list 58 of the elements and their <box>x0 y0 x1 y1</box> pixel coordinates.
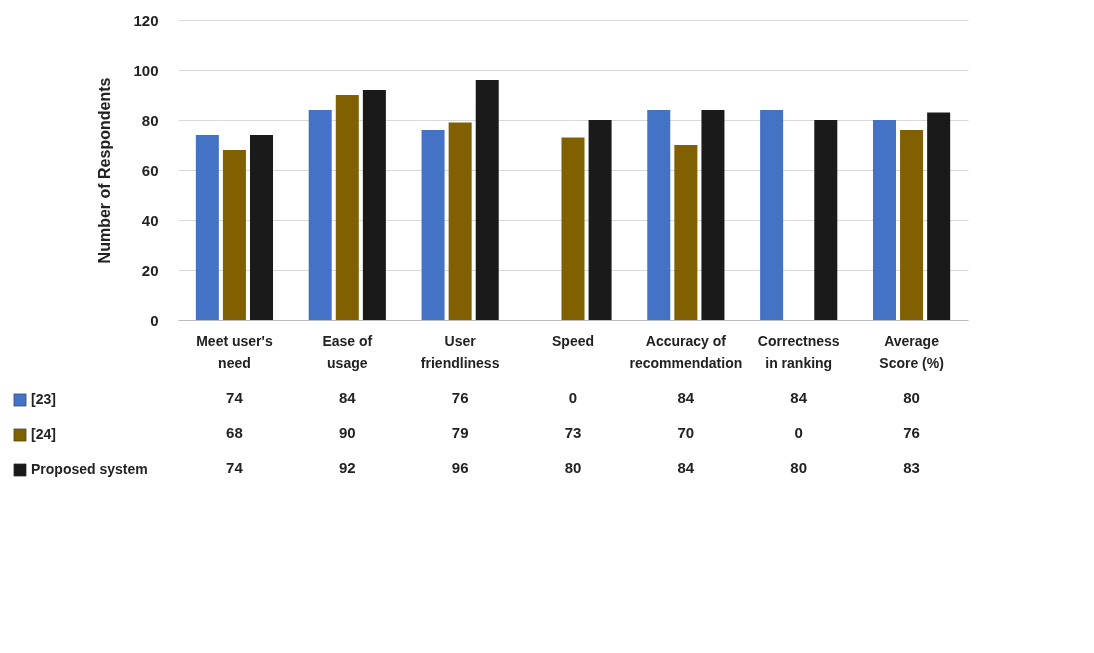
x-tick-label: Ease of usage <box>322 332 373 371</box>
legend-label: [23] <box>31 391 56 407</box>
bar <box>927 112 951 320</box>
bar <box>475 80 499 320</box>
bar <box>647 110 671 320</box>
data-label: 79 <box>451 423 469 441</box>
x-tick-label: Meet user's need <box>196 332 273 371</box>
data-label: 84 <box>677 388 695 406</box>
data-label: 92 <box>338 458 356 476</box>
data-label: 74 <box>226 388 244 406</box>
bar <box>448 122 472 320</box>
y-tick-label: 0 <box>150 311 159 329</box>
bar <box>701 110 725 320</box>
bar <box>222 150 246 320</box>
legend-label: [24] <box>31 426 56 442</box>
data-label: 0 <box>794 423 803 441</box>
bar <box>674 145 698 320</box>
y-tick-label: 100 <box>133 61 159 79</box>
x-tick-label: User friendliness <box>420 332 500 371</box>
data-label: 83 <box>903 458 920 476</box>
bar <box>588 120 612 320</box>
x-tick-label: Speed <box>551 332 595 349</box>
x-tick-label: Average Score (%) <box>879 332 944 371</box>
data-label: 68 <box>226 423 243 441</box>
data-label: 76 <box>451 388 469 406</box>
data-label: 96 <box>451 458 469 476</box>
data-label: 80 <box>564 458 582 476</box>
bar <box>421 130 445 320</box>
data-label: 74 <box>226 458 244 476</box>
y-tick-label: 40 <box>141 211 159 229</box>
bar <box>250 135 274 320</box>
data-label: 84 <box>677 458 695 476</box>
y-axis-title: Number of Respondents <box>96 77 114 264</box>
legend-label: Proposed system <box>31 461 148 477</box>
bar <box>561 137 585 320</box>
y-tick-label: 60 <box>141 161 159 179</box>
data-label: 70 <box>677 423 695 441</box>
x-tick-label: Correctness in ranking <box>757 332 840 371</box>
data-label: 90 <box>338 423 356 441</box>
bar <box>335 95 359 320</box>
data-label: 84 <box>338 388 357 406</box>
y-tick-label: 120 <box>133 11 159 29</box>
data-label: 73 <box>564 423 582 441</box>
bar <box>814 120 838 320</box>
bar <box>308 110 332 320</box>
bar <box>900 130 924 320</box>
data-label: 84 <box>790 388 808 406</box>
data-label: 80 <box>790 458 808 476</box>
bar <box>872 120 896 320</box>
y-tick-label: 20 <box>141 261 159 279</box>
data-label: 76 <box>903 423 920 441</box>
data-label: 0 <box>568 388 578 406</box>
bar <box>362 90 386 320</box>
x-tick-label: Accuracy of recommendation <box>629 332 743 371</box>
y-tick-label: 80 <box>141 111 159 129</box>
data-label: 80 <box>903 388 920 406</box>
bar <box>195 135 219 320</box>
bar <box>760 110 784 320</box>
